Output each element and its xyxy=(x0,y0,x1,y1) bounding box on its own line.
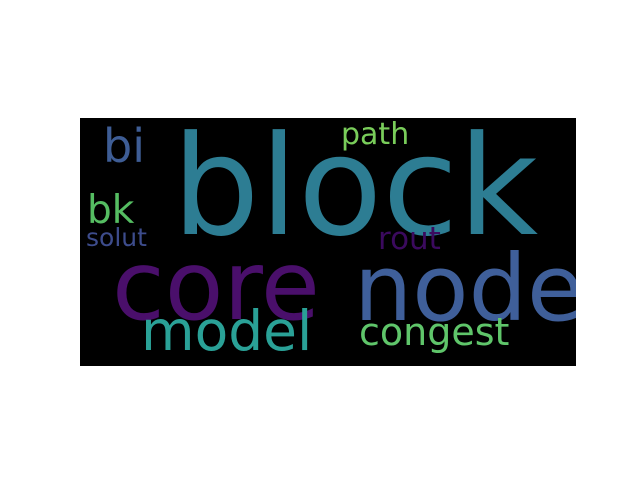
word-model: model xyxy=(141,299,313,363)
word-core: core xyxy=(112,230,320,342)
word-congest: congest xyxy=(359,310,510,354)
word-node: node xyxy=(354,235,576,342)
word-bk: bk xyxy=(87,188,135,233)
word-bi: bi xyxy=(103,119,145,173)
word-block: block xyxy=(172,118,539,267)
word-cloud: path bi block bk solut rout core node mo… xyxy=(80,118,576,366)
word-path: path xyxy=(341,118,410,152)
word-solut: solut xyxy=(86,223,147,252)
word-rout: rout xyxy=(378,221,441,257)
